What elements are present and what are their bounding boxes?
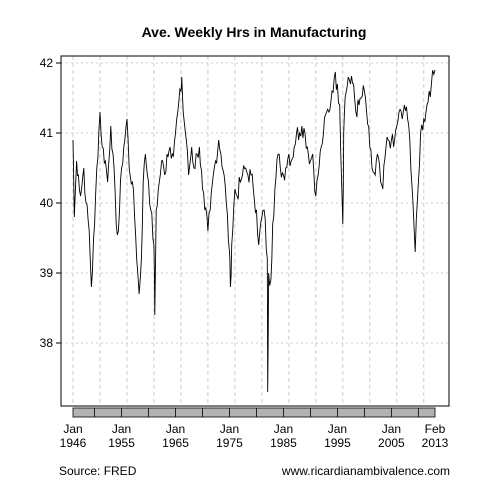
credit-note: www.ricardianambivalence.com [281, 464, 450, 478]
series-line [72, 69, 436, 393]
x-tick-year: 1975 [216, 436, 243, 450]
x-tick-year: 2013 [422, 436, 449, 450]
x-tick-year: 1955 [108, 436, 135, 450]
grid-lines [61, 56, 449, 406]
y-tick-label: 39 [40, 266, 54, 280]
x-tick-month: Jan [63, 422, 82, 436]
x-tick-year: 1965 [162, 436, 189, 450]
plot-frame [60, 55, 450, 407]
x-tick-month: Jan [112, 422, 131, 436]
x-axis: Jan1946Jan1955Jan1965Jan1975Jan1985Jan19… [60, 422, 449, 450]
y-tick-label: 41 [40, 126, 54, 140]
x-tick-month: Jan [328, 422, 347, 436]
x-tick-year: 1995 [324, 436, 351, 450]
x-tick-year: 2005 [378, 436, 405, 450]
y-axis: 38 39 40 41 42 [40, 56, 61, 350]
x-tick-month: Jan [274, 422, 293, 436]
chart-title: Ave. Weekly Hrs in Manufacturing [142, 24, 367, 40]
x-tick-month: Jan [382, 422, 401, 436]
x-tick-month: Jan [166, 422, 185, 436]
y-tick-label: 38 [40, 336, 54, 350]
x-axis-band [72, 407, 436, 418]
x-tick-month: Feb [425, 422, 446, 436]
x-tick-year: 1946 [60, 436, 87, 450]
x-tick-month: Jan [220, 422, 239, 436]
source-note: Source: FRED [59, 464, 137, 478]
x-tick-year: 1985 [270, 436, 297, 450]
y-tick-label: 42 [40, 56, 54, 70]
time-band [72, 407, 436, 418]
y-tick-label: 40 [40, 196, 54, 210]
